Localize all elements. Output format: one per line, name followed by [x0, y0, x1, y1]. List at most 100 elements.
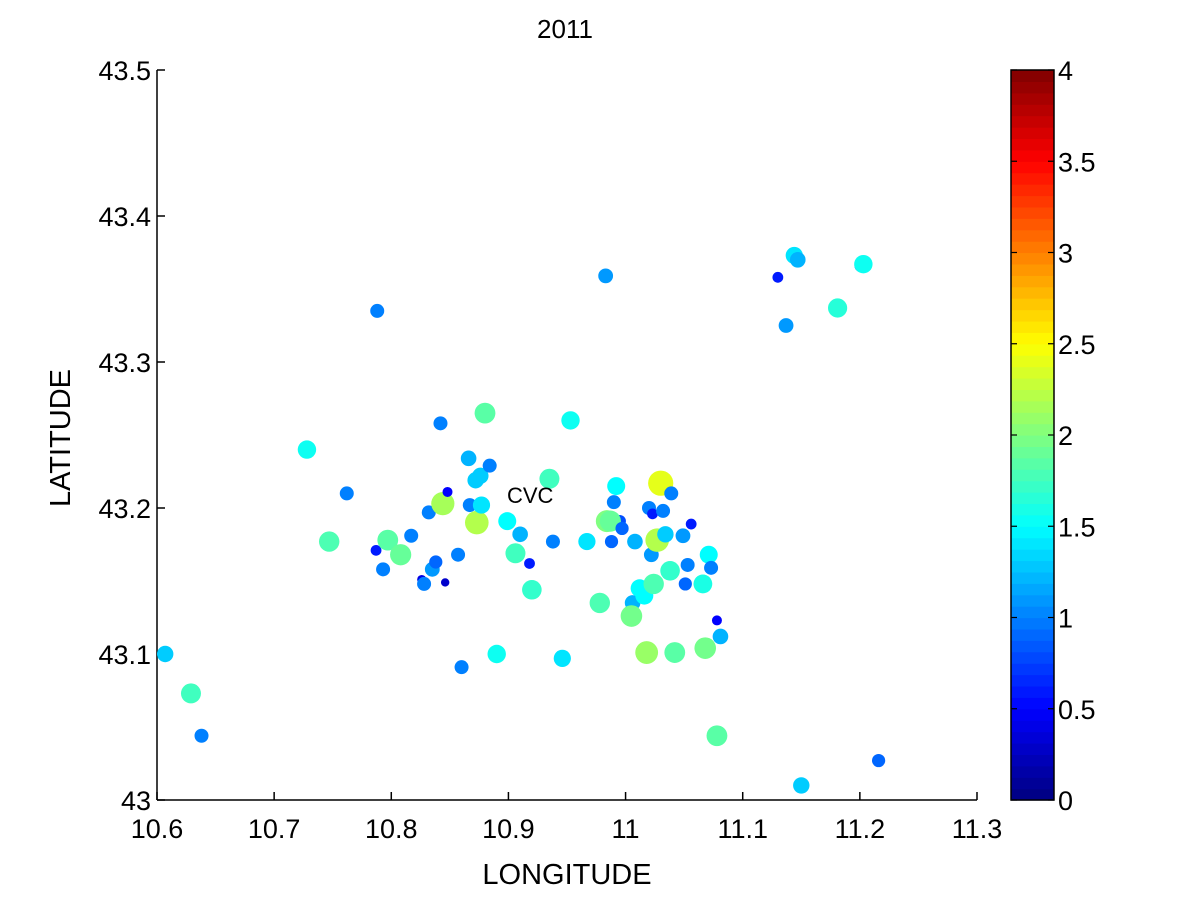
data-point: [660, 560, 680, 581]
colorbar-cell: [1011, 537, 1054, 550]
data-point: [539, 468, 560, 489]
y-tick-label: 43.2: [98, 494, 151, 524]
data-point: [664, 642, 686, 663]
data-point: [472, 496, 491, 514]
data-point: [872, 753, 886, 768]
colorbar-cell: [1011, 571, 1054, 584]
x-tick-label: 10.6: [131, 814, 184, 844]
data-point: [451, 547, 466, 562]
data-point: [694, 637, 717, 659]
data-point: [474, 402, 496, 424]
data-point: [465, 510, 489, 535]
y-tick-label: 43.5: [98, 56, 151, 86]
data-point: [431, 492, 455, 516]
data-point: [462, 498, 477, 513]
data-point: [620, 605, 643, 627]
colorbar-tick-label: 2: [1058, 421, 1073, 451]
chart-title: 2011: [537, 14, 593, 44]
data-point: [505, 543, 526, 564]
data-point: [433, 416, 448, 431]
colorbar-ticks: 0 0.5 1 1.5 2 2.5 3 3.5 4: [1011, 56, 1096, 816]
colorbar-cell: [1011, 469, 1054, 482]
colorbar-cell: [1011, 674, 1054, 687]
data-point: [604, 534, 619, 549]
colorbar-cell: [1011, 377, 1054, 390]
data-point: [524, 558, 535, 569]
data-point: [635, 641, 659, 664]
x-tick-label: 10.7: [248, 814, 301, 844]
colorbar-cell: [1011, 400, 1054, 413]
plot-area: 10.6 10.7 10.8 10.9 11 11.1 11.2 11.3 43 43.1 43.…: [98, 56, 1002, 844]
colorbar-cell: [1011, 503, 1054, 516]
data-point: [460, 450, 477, 467]
data-point: [706, 725, 728, 747]
colorbar-cell: [1011, 594, 1054, 607]
colorbar-cell: [1011, 777, 1054, 790]
colorbar-cell: [1011, 184, 1054, 197]
x-tick-label: 10.8: [365, 814, 418, 844]
data-point: [656, 503, 671, 518]
colorbar-tick-label: 1.5: [1058, 512, 1096, 542]
data-point: [589, 592, 610, 614]
colorbar-cell: [1011, 332, 1054, 345]
data-point: [793, 777, 810, 794]
colorbar-cell: [1011, 275, 1054, 288]
colorbar-cell: [1011, 742, 1054, 755]
data-point: [693, 574, 713, 594]
colorbar-tick-label: 1: [1058, 604, 1073, 634]
colorbar-cell: [1011, 583, 1054, 596]
colorbar-cell: [1011, 697, 1054, 710]
colorbar-tick-label: 3.5: [1058, 147, 1096, 177]
colorbar-cell: [1011, 70, 1054, 83]
data-point: [442, 486, 453, 497]
colorbar-tick-label: 0: [1058, 786, 1073, 816]
data-point: [704, 560, 719, 575]
colorbar-cell: [1011, 229, 1054, 242]
data-point: [417, 576, 432, 591]
data-point: [772, 271, 784, 283]
colorbar-cell: [1011, 172, 1054, 185]
colorbar-tick-label: 2.5: [1058, 330, 1096, 360]
data-point: [194, 728, 209, 743]
data-point: [377, 529, 399, 551]
colorbar-cell: [1011, 446, 1054, 459]
colorbar-gradient: [1011, 70, 1054, 801]
data-point: [472, 467, 489, 485]
colorbar-cell: [1011, 355, 1054, 368]
data-point: [376, 562, 391, 577]
colorbar-cell: [1011, 628, 1054, 641]
data-point: [678, 577, 692, 591]
data-point: [522, 579, 542, 600]
y-axis-label: LATITUDE: [45, 369, 77, 507]
colorbar-cell: [1011, 708, 1054, 721]
colorbar-tick-label: 0.5: [1058, 695, 1096, 725]
data-point: [498, 512, 517, 531]
data-point: [685, 518, 697, 530]
colorbar-cell: [1011, 252, 1054, 265]
x-tick-label: 11: [612, 814, 640, 844]
colorbar-cell: [1011, 651, 1054, 664]
data-point: [712, 628, 729, 645]
colorbar-cell: [1011, 138, 1054, 151]
data-point: [627, 533, 643, 550]
data-point: [607, 477, 626, 496]
data-point: [675, 528, 691, 544]
colorbar-cell: [1011, 606, 1054, 619]
data-point: [657, 526, 674, 543]
colorbar-cell: [1011, 343, 1054, 356]
colorbar-cell: [1011, 640, 1054, 653]
colorbar-tick-label: 3: [1058, 239, 1073, 269]
y-tick-label: 43.3: [98, 348, 151, 378]
y-ticks: 43 43.1 43.2 43.3 43.4 43.5: [98, 56, 165, 816]
site-annotation-cvc: CVC: [507, 483, 554, 508]
colorbar-cell: [1011, 457, 1054, 470]
colorbar-cell: [1011, 560, 1054, 573]
colorbar-cell: [1011, 754, 1054, 767]
colorbar-cell: [1011, 549, 1054, 562]
data-point: [778, 318, 794, 333]
colorbar-cell: [1011, 435, 1054, 448]
colorbar-cell: [1011, 412, 1054, 425]
colorbar-cell: [1011, 423, 1054, 436]
